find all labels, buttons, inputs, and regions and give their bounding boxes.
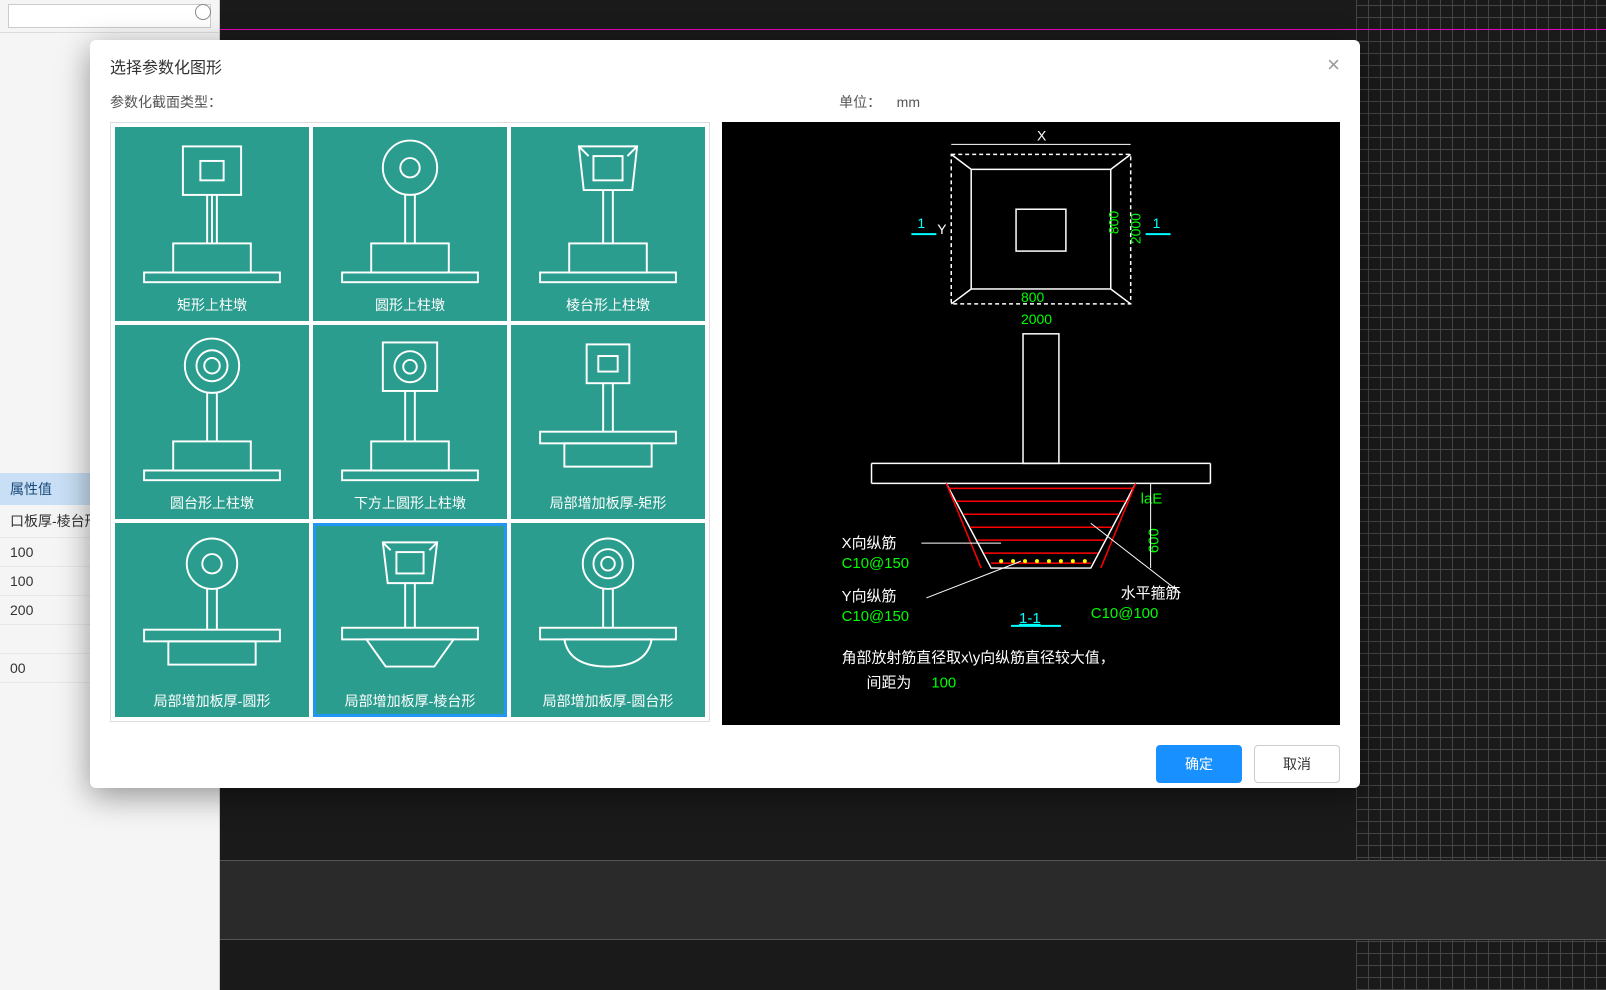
ok-button[interactable]: 确定 (1156, 745, 1242, 783)
dim-outer-y: 2000 (1128, 213, 1144, 244)
parametric-shape-dialog: 选择参数化图形 × 参数化截面类型： 单位： mm (90, 40, 1360, 788)
tile-label: 局部增加板厚-矩形 (511, 493, 705, 513)
tile-icon (511, 127, 705, 321)
cad-bottom-strip (200, 860, 1606, 940)
shape-tile-grid: 矩形上柱墩 圆形上柱墩 (110, 122, 710, 722)
tile-label: 局部增加板厚-圆台形 (511, 691, 705, 711)
preview-drawing: X Y 800 2000 800 2000 1 1 (722, 122, 1340, 725)
tile-square-circle-top-pier[interactable]: 下方上圆形上柱墩 (313, 325, 507, 519)
tile-label: 局部增加板厚-圆形 (115, 691, 309, 711)
dim-x-label: X (1037, 127, 1046, 143)
tile-icon (313, 127, 507, 321)
dialog-header: 选择参数化图形 × (90, 40, 1360, 84)
cancel-button[interactable]: 取消 (1254, 745, 1340, 783)
tile-label: 圆形上柱墩 (313, 295, 507, 315)
tile-thicken-rect[interactable]: 局部增加板厚-矩形 (511, 325, 705, 519)
tile-icon (115, 127, 309, 321)
dim-inner-x: 800 (1021, 289, 1045, 305)
prop-value: 100 (10, 573, 33, 589)
tile-circle-top-pier[interactable]: 圆形上柱墩 (313, 127, 507, 321)
note-line-2-prefix: 间距为 (867, 675, 912, 692)
tile-cone-top-pier[interactable]: 圆台形上柱墩 (115, 325, 309, 519)
tile-label: 棱台形上柱墩 (511, 295, 705, 315)
dialog-subheader: 参数化截面类型： 单位： mm (90, 84, 1360, 122)
prop-value: 00 (10, 660, 26, 676)
section-mark-left: 1 (917, 215, 925, 231)
section-title: 1-1 (1019, 610, 1041, 627)
note-spacing: 100 (931, 675, 956, 692)
tile-icon (115, 325, 309, 519)
tile-icon (313, 523, 507, 717)
value-y-rebar: C10@150 (842, 608, 910, 625)
label-lae: laE (1141, 490, 1163, 507)
close-icon[interactable]: × (1327, 54, 1340, 78)
dialog-body: 矩形上柱墩 圆形上柱墩 (90, 122, 1360, 733)
tile-icon (313, 325, 507, 519)
search-input[interactable] (8, 4, 211, 28)
cad-grid (1356, 0, 1606, 990)
tile-frustum-top-pier[interactable]: 棱台形上柱墩 (511, 127, 705, 321)
section-mark-right: 1 (1153, 215, 1161, 231)
tile-label: 局部增加板厚-棱台形 (313, 691, 507, 711)
tile-icon (511, 325, 705, 519)
search-wrap (0, 0, 219, 33)
label-stirrup: 水平箍筋 (1121, 585, 1181, 602)
tile-label: 矩形上柱墩 (115, 295, 309, 315)
shape-preview-canvas: X Y 800 2000 800 2000 1 1 (722, 122, 1340, 725)
dim-outer-x: 2000 (1021, 311, 1052, 327)
tile-label: 下方上圆形上柱墩 (313, 493, 507, 513)
label-y-rebar: Y向纵筋 (842, 588, 897, 605)
dim-y-label: Y (937, 221, 946, 237)
value-x-rebar: C10@150 (842, 555, 910, 572)
tile-label: 圆台形上柱墩 (115, 493, 309, 513)
tile-rect-top-pier[interactable]: 矩形上柱墩 (115, 127, 309, 321)
dialog-title: 选择参数化图形 (110, 54, 222, 78)
tile-thicken-frustum[interactable]: 局部增加板厚-棱台形 (313, 523, 507, 717)
tile-icon (511, 523, 705, 717)
value-stirrup: C10@100 (1091, 605, 1159, 622)
tile-thicken-circle[interactable]: 局部增加板厚-圆形 (115, 523, 309, 717)
dialog-footer: 确定 取消 (90, 733, 1360, 799)
unit-label: 单位： mm (839, 92, 920, 112)
label-x-rebar: X向纵筋 (842, 535, 897, 552)
tile-icon (115, 523, 309, 717)
tile-thicken-cone[interactable]: 局部增加板厚-圆台形 (511, 523, 705, 717)
note-line-1: 角部放射筋直径取x\y向纵筋直径较大值， (842, 649, 1115, 667)
prop-value: 100 (10, 544, 33, 560)
section-type-label: 参数化截面类型： (110, 92, 222, 112)
dim-depth: 600 (1146, 528, 1163, 553)
dim-inner-y: 800 (1106, 211, 1122, 235)
cad-top-lines (220, 0, 1606, 30)
prop-value: 200 (10, 602, 33, 618)
